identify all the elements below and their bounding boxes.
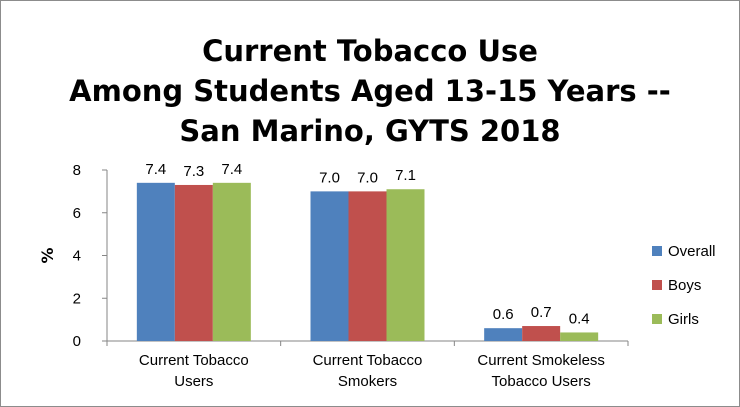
bar [348, 191, 387, 341]
y-axis-title: % [38, 247, 57, 263]
legend: Overall Boys Girls [652, 234, 716, 336]
chart-title-line-3: San Marino, GYTS 2018 [179, 114, 561, 148]
data-label: 7.4 [145, 161, 166, 178]
legend-label: Overall [668, 242, 716, 260]
legend-item: Overall [652, 234, 716, 268]
chart-title-line-2: Among Students Aged 13-15 Years -- [69, 74, 671, 108]
y-tick-label: 8 [73, 162, 81, 179]
data-label: 7.0 [319, 169, 340, 186]
data-label: 0.6 [493, 306, 514, 323]
bar [212, 182, 251, 341]
legend-swatch [652, 246, 662, 256]
x-category-label: Users [174, 373, 213, 390]
legend-item: Boys [652, 268, 716, 302]
bar [136, 182, 175, 341]
data-label: 7.1 [395, 167, 416, 184]
bar [522, 326, 561, 341]
x-category-label: Smokers [338, 373, 397, 390]
y-tick-label: 4 [73, 248, 81, 265]
legend-swatch [652, 280, 662, 290]
bar [386, 189, 425, 341]
bar [174, 184, 213, 341]
legend-label: Boys [668, 276, 702, 294]
x-category-label: Current Tobacco [313, 352, 423, 369]
bar [484, 328, 523, 341]
chart-title: Current Tobacco Use Among Students Aged … [1, 31, 739, 151]
legend-item: Girls [652, 302, 716, 336]
x-category-label: Current Tobacco [139, 352, 249, 369]
x-category-label: Current Smokeless [477, 352, 605, 369]
y-tick-label: 0 [73, 333, 81, 350]
data-label: 7.0 [357, 169, 378, 186]
legend-label: Girls [668, 310, 699, 328]
chart-title-line-1: Current Tobacco Use [202, 34, 538, 68]
data-label: 7.4 [221, 161, 242, 178]
y-tick-label: 6 [73, 205, 81, 222]
x-category-label: Tobacco Users [492, 373, 591, 390]
legend-swatch [652, 314, 662, 324]
bar [560, 332, 599, 341]
data-label: 0.4 [569, 310, 590, 327]
y-tick-label: 2 [73, 290, 81, 307]
data-label: 0.7 [531, 304, 552, 321]
data-label: 7.3 [183, 163, 204, 180]
bar [310, 191, 349, 341]
